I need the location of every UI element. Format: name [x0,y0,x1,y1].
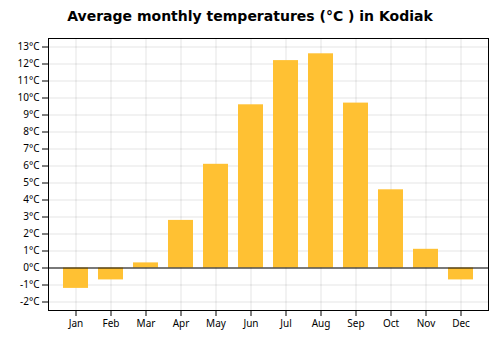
svg-text:Jan: Jan [68,316,84,330]
svg-text:Sep: Sep [347,316,364,330]
svg-text:0°C: 0°C [23,260,40,274]
svg-text:2°C: 2°C [23,226,40,240]
svg-text:10°C: 10°C [17,90,40,104]
svg-text:9°C: 9°C [23,107,40,121]
svg-text:Feb: Feb [103,316,120,330]
svg-text:11°C: 11°C [17,73,40,87]
svg-text:6°C: 6°C [23,158,40,172]
svg-text:1°C: 1°C [23,243,40,257]
svg-text:-1°C: -1°C [20,277,40,291]
svg-text:-2°C: -2°C [20,294,40,308]
svg-text:Aug: Aug [312,316,331,330]
svg-text:12°C: 12°C [17,56,40,70]
html-text:Average monthly temperatures (: Average monthly temperatures (°C ) in Ko… [67,8,433,24]
svg-text:Jun: Jun [242,316,258,330]
svg-text:May: May [206,316,227,330]
svg-text:13°C: 13°C [17,39,40,53]
svg-text:Oct: Oct [383,316,400,330]
svg-text:4°C: 4°C [23,192,40,206]
svg-text:5°C: 5°C [23,175,40,189]
svg-text:Apr: Apr [173,316,190,330]
svg-text:7°C: 7°C [23,141,40,155]
svg-text:Mar: Mar [137,316,156,330]
svg-text:8°C: 8°C [23,124,40,138]
svg-text:Nov: Nov [417,316,436,330]
svg-text:Jul: Jul [279,316,292,330]
svg-text:3°C: 3°C [23,209,40,223]
svg-text:Dec: Dec [452,316,470,330]
